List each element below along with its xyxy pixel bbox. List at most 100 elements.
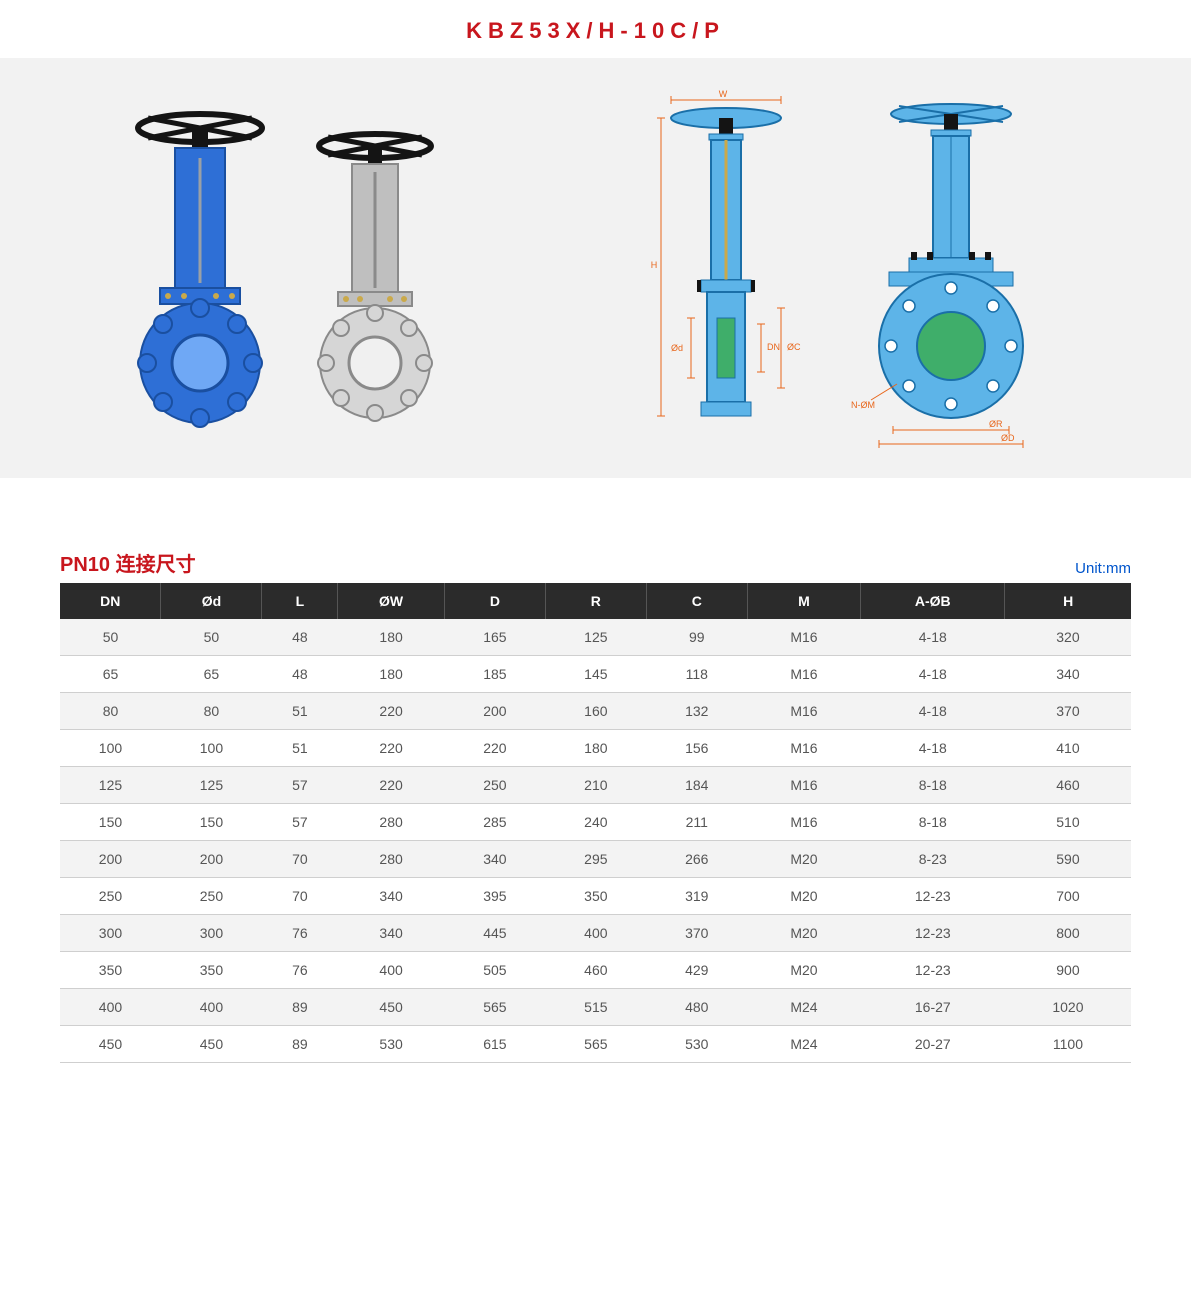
dim-label-or: ØR: [989, 419, 1003, 429]
table-row: 808051220200160132M164-18370: [60, 693, 1131, 730]
table-cell: 50: [60, 619, 161, 656]
table-cell: 200: [60, 841, 161, 878]
table-cell: 220: [338, 693, 445, 730]
table-cell: 80: [161, 693, 262, 730]
table-cell: 57: [262, 804, 338, 841]
table-cell: 565: [545, 1026, 646, 1063]
table-cell: 185: [444, 656, 545, 693]
table-cell: 350: [545, 878, 646, 915]
table-row: 15015057280285240211M168-18510: [60, 804, 1131, 841]
table-cell: 48: [262, 619, 338, 656]
table-cell: M16: [747, 619, 860, 656]
table-row: 25025070340395350319M2012-23700: [60, 878, 1131, 915]
table-cell: 429: [646, 952, 747, 989]
table-cell: 319: [646, 878, 747, 915]
table-cell: 220: [338, 730, 445, 767]
table-cell: 340: [338, 878, 445, 915]
table-cell: 285: [444, 804, 545, 841]
table-cell: 370: [1005, 693, 1131, 730]
table-column-header: A-ØB: [861, 583, 1005, 619]
table-cell: M16: [747, 804, 860, 841]
table-cell: 320: [1005, 619, 1131, 656]
table-cell: 480: [646, 989, 747, 1026]
table-cell: 450: [60, 1026, 161, 1063]
table-row: 45045089530615565530M2420-271100: [60, 1026, 1131, 1063]
table-cell: 125: [545, 619, 646, 656]
table-cell: 150: [161, 804, 262, 841]
table-cell: 340: [444, 841, 545, 878]
table-cell: 8-18: [861, 804, 1005, 841]
table-cell: 99: [646, 619, 747, 656]
page-title: KBZ53X/H-10C/P: [0, 0, 1191, 58]
table-column-header: ØW: [338, 583, 445, 619]
table-cell: 180: [545, 730, 646, 767]
table-cell: 8-23: [861, 841, 1005, 878]
table-cell: 70: [262, 841, 338, 878]
table-header-row: DNØdLØWDRCMA-ØBH: [60, 583, 1131, 619]
table-cell: 65: [161, 656, 262, 693]
table-cell: 400: [60, 989, 161, 1026]
table-cell: 370: [646, 915, 747, 952]
table-cell: 400: [338, 952, 445, 989]
table-cell: 515: [545, 989, 646, 1026]
table-cell: 280: [338, 841, 445, 878]
table-cell: 590: [1005, 841, 1131, 878]
table-row: 12512557220250210184M168-18460: [60, 767, 1131, 804]
table-cell: 250: [60, 878, 161, 915]
table-column-header: D: [444, 583, 545, 619]
table-cell: 12-23: [861, 878, 1005, 915]
table-column-header: R: [545, 583, 646, 619]
dim-label-od2: ØD: [1001, 433, 1015, 443]
table-cell: 125: [161, 767, 262, 804]
dim-label-oc: ØC: [787, 342, 801, 352]
unit-label: Unit:mm: [1075, 560, 1131, 577]
table-cell: 460: [545, 952, 646, 989]
table-row: 20020070280340295266M208-23590: [60, 841, 1131, 878]
table-cell: M16: [747, 693, 860, 730]
table-cell: 450: [161, 1026, 262, 1063]
table-cell: 900: [1005, 952, 1131, 989]
table-cell: 8-18: [861, 767, 1005, 804]
table-cell: 240: [545, 804, 646, 841]
table-cell: 410: [1005, 730, 1131, 767]
product-render-group: [120, 98, 450, 438]
table-cell: 200: [161, 841, 262, 878]
table-cell: 700: [1005, 878, 1131, 915]
table-cell: 800: [1005, 915, 1131, 952]
table-cell: 51: [262, 730, 338, 767]
dim-label-nom: N-ØM: [851, 400, 875, 410]
table-cell: 300: [60, 915, 161, 952]
table-title: PN10 连接尺寸: [60, 548, 196, 577]
table-cell: 76: [262, 915, 338, 952]
table-cell: 165: [444, 619, 545, 656]
table-cell: 150: [60, 804, 161, 841]
table-cell: 12-23: [861, 915, 1005, 952]
table-cell: 160: [545, 693, 646, 730]
table-cell: 450: [338, 989, 445, 1026]
table-cell: 4-18: [861, 619, 1005, 656]
table-cell: 530: [646, 1026, 747, 1063]
table-cell: 400: [161, 989, 262, 1026]
table-cell: 180: [338, 619, 445, 656]
table-cell: M20: [747, 915, 860, 952]
table-cell: 615: [444, 1026, 545, 1063]
table-cell: 340: [1005, 656, 1131, 693]
table-column-header: C: [646, 583, 747, 619]
dim-label-w: W: [719, 89, 728, 99]
table-cell: 280: [338, 804, 445, 841]
table-cell: 132: [646, 693, 747, 730]
table-cell: 100: [60, 730, 161, 767]
table-cell: 295: [545, 841, 646, 878]
valve-render-blue: [120, 98, 280, 438]
table-column-header: H: [1005, 583, 1131, 619]
dim-label-h: H: [651, 260, 658, 270]
table-cell: 210: [545, 767, 646, 804]
table-cell: 220: [338, 767, 445, 804]
table-column-header: Ød: [161, 583, 262, 619]
table-cell: 180: [338, 656, 445, 693]
table-cell: 211: [646, 804, 747, 841]
tech-drawing-side: W H Ød DN ØC: [631, 88, 811, 448]
table-row: 30030076340445400370M2012-23800: [60, 915, 1131, 952]
table-cell: 340: [338, 915, 445, 952]
table-cell: 250: [161, 878, 262, 915]
